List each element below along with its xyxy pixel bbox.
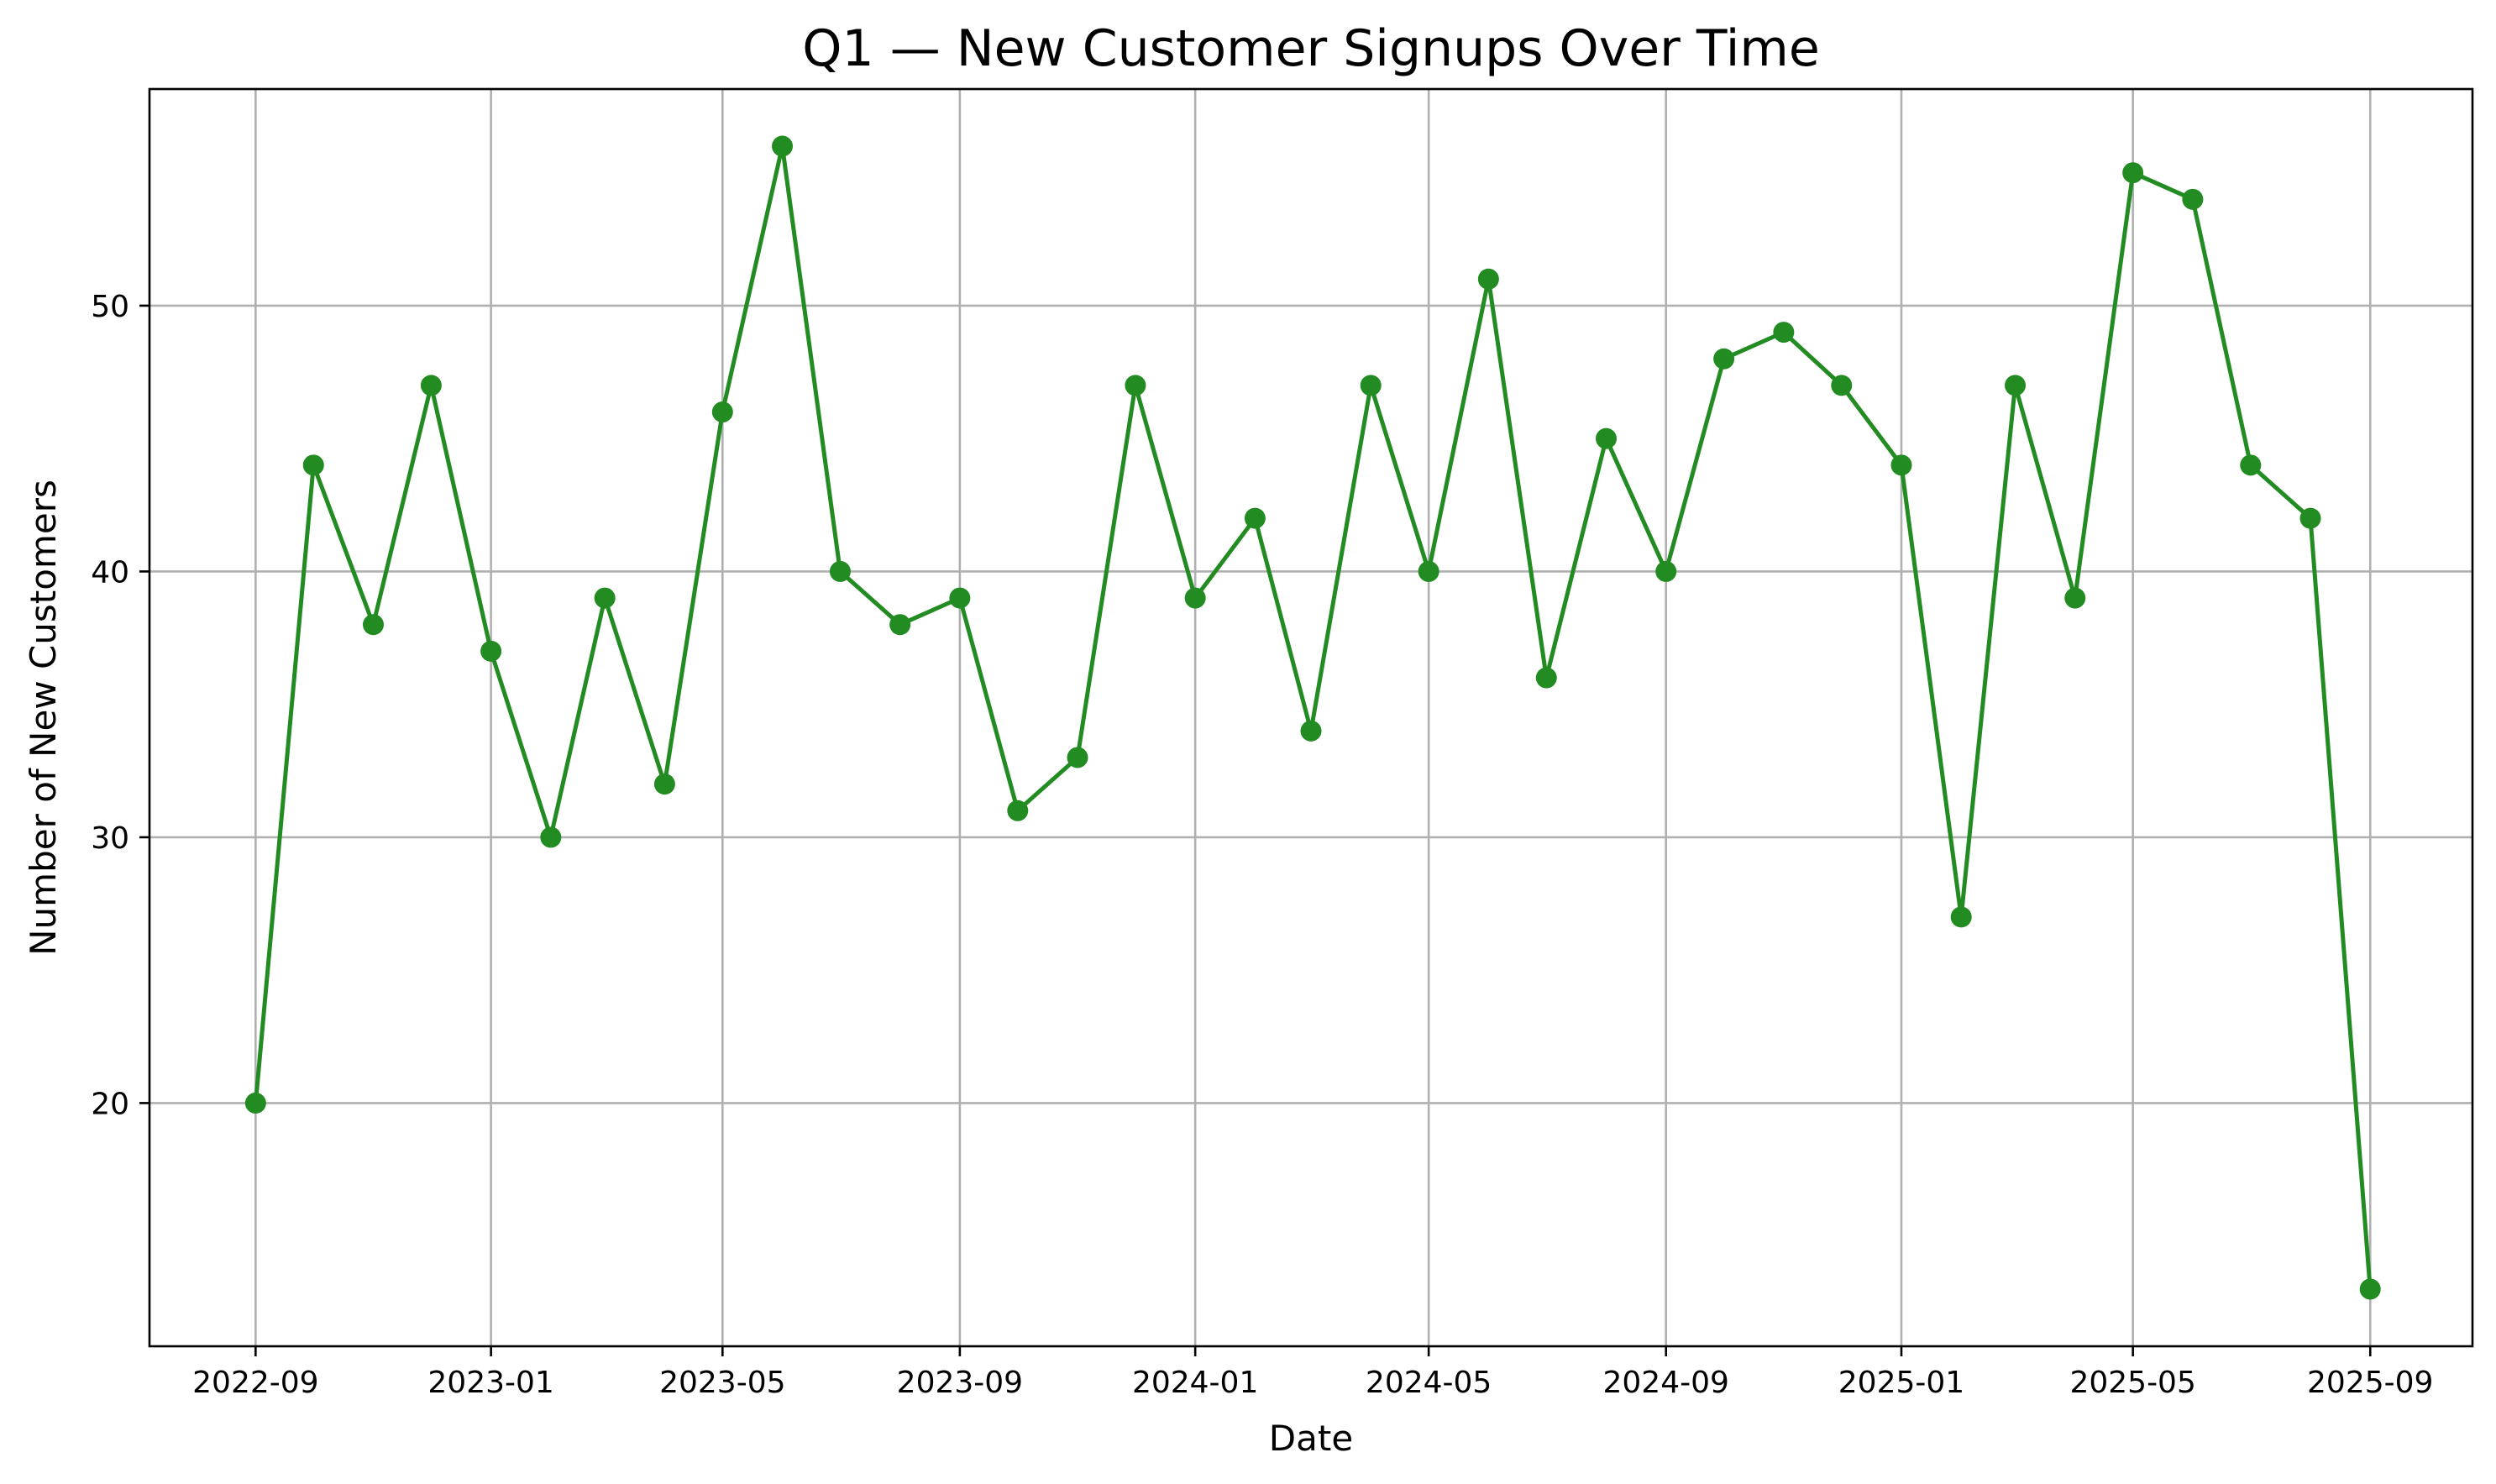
x-tick-label: 2023-09 <box>897 1366 1023 1400</box>
data-point <box>653 773 675 795</box>
ticks: 2022-09 2023-01 2023-05 2023-09 2024-01 2024-… <box>91 290 2433 1400</box>
data-point <box>772 135 794 157</box>
data-point <box>889 614 911 636</box>
x-tick-label: 2025-09 <box>2307 1366 2433 1400</box>
data-point <box>1950 906 1972 928</box>
data-point <box>2064 587 2086 609</box>
data-point <box>1067 747 1088 768</box>
data-point <box>1595 427 1617 449</box>
y-tick-label: 50 <box>91 290 129 324</box>
x-tick-label: 2023-01 <box>427 1366 553 1400</box>
data-point <box>711 401 733 423</box>
y-axis-label: Number of New Customers <box>23 480 64 956</box>
data-point <box>1773 322 1795 343</box>
data-point <box>2299 507 2321 529</box>
data-point <box>1655 560 1677 582</box>
data-point <box>302 454 324 476</box>
x-tick-label: 2025-01 <box>1838 1366 1964 1400</box>
axes-frame <box>148 87 2474 1348</box>
data-point <box>829 560 851 582</box>
data-point <box>2122 162 2144 184</box>
data-point <box>1890 454 1912 476</box>
x-tick-label: 2024-05 <box>1366 1366 1492 1400</box>
data-point <box>1244 507 1266 529</box>
data-point <box>244 1092 266 1114</box>
data-point <box>1535 667 1557 689</box>
grid <box>149 89 2472 1346</box>
y-tick-label: 20 <box>91 1087 129 1121</box>
data-point <box>1125 375 1146 396</box>
x-tick-label: 2024-01 <box>1132 1366 1258 1400</box>
data-point <box>1184 587 1206 609</box>
x-tick-label: 2024-09 <box>1603 1366 1729 1400</box>
data-point <box>2359 1278 2381 1300</box>
data-point <box>420 375 442 396</box>
x-axis-label: Date <box>1269 1418 1353 1459</box>
x-tick-label: 2023-05 <box>659 1366 785 1400</box>
data-point <box>2240 454 2262 476</box>
data-point <box>2005 375 2027 396</box>
data-point <box>2182 188 2204 210</box>
data-point <box>1713 348 1735 370</box>
data-point <box>1007 800 1029 821</box>
data-series <box>244 135 2381 1300</box>
data-point <box>949 587 971 609</box>
data-point <box>540 826 562 848</box>
data-point <box>594 587 616 609</box>
data-point <box>1477 268 1499 290</box>
data-point <box>480 640 502 662</box>
chart-title: Q1 — New Customer Signups Over Time <box>802 19 1820 78</box>
data-point <box>1831 375 1853 396</box>
y-tick-label: 40 <box>91 555 129 590</box>
y-tick-label: 30 <box>91 821 129 856</box>
data-point <box>1360 375 1382 396</box>
data-point <box>362 614 384 636</box>
data-point <box>1300 720 1322 742</box>
x-tick-label: 2022-09 <box>192 1366 318 1400</box>
x-tick-label: 2025-05 <box>2069 1366 2195 1400</box>
data-point <box>1418 560 1439 582</box>
